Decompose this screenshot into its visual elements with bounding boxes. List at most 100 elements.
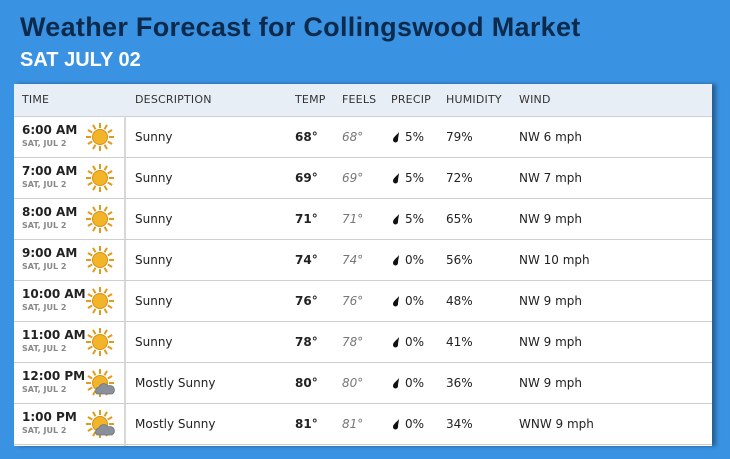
drop: [393, 419, 399, 430]
humidity: 72%: [446, 171, 473, 185]
column-header: TEMP: [295, 93, 326, 106]
weather-icon: [86, 328, 114, 356]
sun-ray: [87, 345, 93, 350]
weather-icon: [86, 410, 115, 438]
sun-ray: [87, 140, 93, 145]
description: Mostly Sunny: [135, 417, 216, 431]
date: SAT, JUL 2: [22, 139, 67, 148]
precipitation: 5%: [405, 212, 425, 226]
date: SAT, JUL 2: [22, 344, 67, 353]
sun-ray: [107, 304, 113, 309]
sun-ray: [107, 416, 113, 421]
sun-ray: [92, 308, 97, 314]
wind: NW 9 mph: [519, 294, 583, 308]
table-header: TIME DESCRIPTION TEMP FEELS PRECIP HUMIDITY WI…: [14, 84, 712, 117]
sun-ray: [107, 129, 113, 134]
temperature: 74°: [295, 253, 318, 267]
forecast-row: 11:00 AM SAT, JUL 2 Sunny 78° 78° 0% 41% NW 9 m…: [14, 322, 712, 363]
forecast-row: 12:00 PM SAT, JUL 2 Mostly Sunny 80° 80° 0% 36…: [14, 363, 712, 404]
forecast-row: 7:00 AM SAT, JUL 2 Sunny 69° 69° 5% 72% NW 7 mp…: [14, 158, 712, 199]
sun-ray: [103, 206, 108, 212]
sun: [92, 293, 108, 309]
precip-icon: [393, 337, 399, 348]
sun-ray: [103, 226, 108, 232]
feels-like: 74°: [342, 253, 364, 267]
date: SAT, JUL 2: [22, 262, 67, 271]
sun-ray: [107, 140, 113, 145]
cloud: [95, 383, 115, 395]
sun-ray: [92, 267, 97, 273]
precipitation: 0%: [405, 417, 425, 431]
sun: [92, 211, 108, 227]
sun-ray: [103, 144, 108, 150]
feels-like: 78°: [342, 335, 364, 349]
sun-ray: [92, 329, 97, 335]
sun-ray: [107, 334, 113, 339]
precip-icon: [393, 419, 399, 430]
temperature: 71°: [295, 212, 318, 226]
subtitle: SAT JULY 02: [20, 49, 141, 71]
feels-like: 76°: [342, 294, 364, 308]
precipitation: 0%: [405, 294, 425, 308]
time: 1:00 PM: [22, 410, 77, 424]
column-header: PRECIP: [391, 93, 431, 106]
sun-ray: [103, 308, 108, 314]
sun-ray: [87, 252, 93, 257]
humidity: 48%: [446, 294, 473, 308]
precipitation: 0%: [405, 376, 425, 390]
sun: [92, 170, 108, 186]
wind: NW 9 mph: [519, 212, 583, 226]
sun-ray: [87, 334, 93, 339]
sun-ray: [92, 124, 97, 130]
drop: [393, 173, 399, 184]
precip-icon: [393, 255, 399, 266]
sun-ray: [107, 263, 113, 268]
description: Sunny: [135, 294, 173, 308]
wind: WNW 9 mph: [519, 417, 594, 431]
sun-ray: [92, 206, 97, 212]
sun-ray: [103, 411, 108, 417]
feels-like: 71°: [342, 212, 364, 226]
drop: [393, 255, 399, 266]
drop: [393, 378, 399, 389]
precipitation: 0%: [405, 253, 425, 267]
sun-ray: [92, 165, 97, 171]
time: 10:00 AM: [22, 287, 86, 301]
column-header: FEELS: [342, 93, 377, 106]
weather-icon: [86, 164, 114, 192]
column-header: HUMIDITY: [446, 93, 502, 106]
time: 7:00 AM: [22, 164, 78, 178]
sun-ray: [92, 288, 97, 294]
sun-ray: [103, 370, 108, 376]
wind: NW 10 mph: [519, 253, 590, 267]
temperature: 69°: [295, 171, 318, 185]
humidity: 36%: [446, 376, 473, 390]
precip-icon: [393, 378, 399, 389]
sun-ray: [103, 165, 108, 171]
sun-ray: [103, 349, 108, 355]
sun-ray: [87, 416, 93, 421]
sun-ray: [92, 144, 97, 150]
cloud: [95, 424, 115, 436]
sun-ray: [92, 185, 97, 191]
sun-ray: [87, 222, 93, 227]
weather-icon: [86, 246, 114, 274]
forecast-row: 9:00 AM SAT, JUL 2 Sunny 74° 74° 0% 56% NW 10 m…: [14, 240, 712, 281]
sun-ray: [92, 370, 97, 376]
sun-ray: [92, 226, 97, 232]
humidity: 56%: [446, 253, 473, 267]
description: Sunny: [135, 335, 173, 349]
precipitation: 0%: [405, 335, 425, 349]
precip-icon: [393, 132, 399, 143]
forecast-row: 10:00 AM SAT, JUL 2 Sunny 76° 76° 0% 48% NW 9 m…: [14, 281, 712, 322]
date: SAT, JUL 2: [22, 221, 67, 230]
date: SAT, JUL 2: [22, 385, 67, 394]
description: Sunny: [135, 171, 173, 185]
feels-like: 69°: [342, 171, 364, 185]
sun: [92, 334, 108, 350]
description: Mostly Sunny: [135, 376, 216, 390]
column-separator: [124, 116, 126, 446]
sun: [92, 129, 108, 145]
sun-ray: [87, 211, 93, 216]
